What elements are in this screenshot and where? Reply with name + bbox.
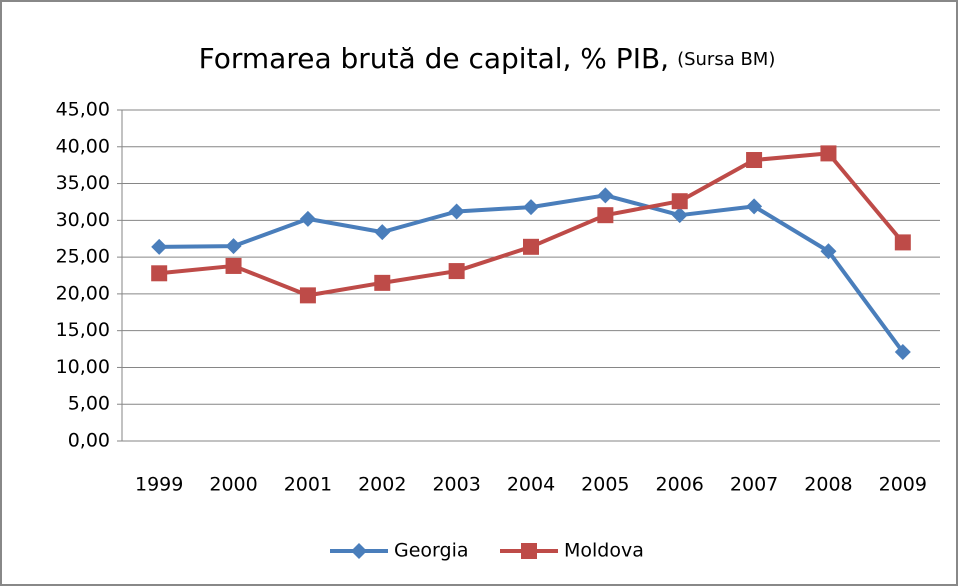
data-point	[225, 238, 242, 255]
data-point	[820, 243, 837, 260]
y-tick-label: 45,00	[56, 99, 110, 121]
x-tick-label: 2006	[656, 474, 704, 496]
y-tick-label: 25,00	[56, 246, 110, 268]
data-point	[151, 265, 168, 282]
x-tick-label: 2000	[209, 474, 257, 496]
data-point	[746, 198, 763, 215]
data-point	[894, 343, 911, 360]
data-point	[746, 152, 763, 169]
data-point	[448, 263, 465, 280]
data-point	[597, 187, 614, 204]
legend-label: Georgia	[394, 540, 469, 562]
data-point	[374, 274, 391, 291]
data-point	[671, 193, 688, 210]
data-point	[448, 203, 465, 220]
data-point	[151, 238, 168, 255]
y-tick-label: 20,00	[56, 282, 110, 304]
y-tick-label: 30,00	[56, 209, 110, 231]
data-point	[523, 199, 539, 216]
chart-heading: Formarea brută de capital, % PIB, (Sursa …	[199, 42, 776, 75]
y-tick-label: 40,00	[56, 135, 110, 157]
x-tick-label: 2004	[507, 474, 555, 496]
legend-marker	[521, 543, 537, 559]
data-point	[894, 234, 911, 251]
y-tick-label: 15,00	[56, 319, 110, 341]
data-point	[671, 207, 688, 224]
x-tick-label: 2005	[581, 474, 629, 496]
data-point	[225, 257, 242, 274]
y-tick-label: 0,00	[68, 430, 110, 452]
x-tick-label: 2002	[358, 474, 406, 496]
chart-subtitle: (Sursa BM)	[677, 49, 775, 70]
data-point	[299, 210, 316, 227]
data-point	[523, 238, 539, 255]
legend-label: Moldova	[564, 540, 644, 562]
x-tick-label: 2008	[804, 474, 852, 496]
data-point	[299, 287, 316, 304]
data-point	[597, 207, 614, 224]
data-point	[374, 224, 391, 241]
chart-title: Formarea brută de capital, % PIB,	[199, 42, 669, 75]
legend-marker	[351, 543, 367, 559]
x-tick-label: 2009	[879, 474, 927, 496]
y-tick-label: 35,00	[56, 172, 110, 194]
x-tick-label: 2003	[432, 474, 480, 496]
y-tick-label: 5,00	[68, 393, 110, 415]
x-tick-label: 2007	[730, 474, 778, 496]
x-tick-label: 2001	[284, 474, 332, 496]
data-point	[820, 145, 837, 162]
x-tick-label: 1999	[135, 474, 183, 496]
y-tick-label: 10,00	[56, 356, 110, 378]
